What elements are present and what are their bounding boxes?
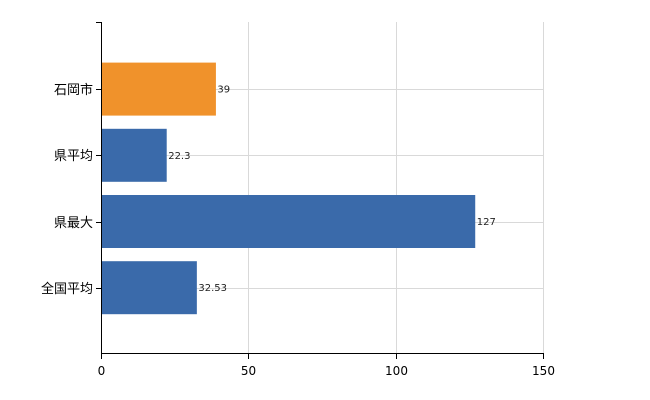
x-tick-label: 0 [98,364,106,378]
y-tick-label: 全国平均 [41,281,93,297]
bar [102,128,167,182]
data-label: 22.3 [168,151,190,162]
x-tick-label: 150 [532,364,555,378]
y-tick-label: 県最大 [54,216,93,231]
data-label: 127 [477,217,496,228]
y-tick-label: 県平均 [54,149,93,164]
x-tick-label: 100 [385,364,408,378]
axes [96,22,544,359]
bars [102,62,476,315]
data-label: 32.53 [198,283,227,294]
bar [102,62,216,116]
data-label: 39 [217,85,230,96]
y-tick-label: 石岡市 [54,82,93,98]
bar [102,261,197,315]
bar [102,195,476,248]
x-tick-label: 50 [241,364,256,378]
